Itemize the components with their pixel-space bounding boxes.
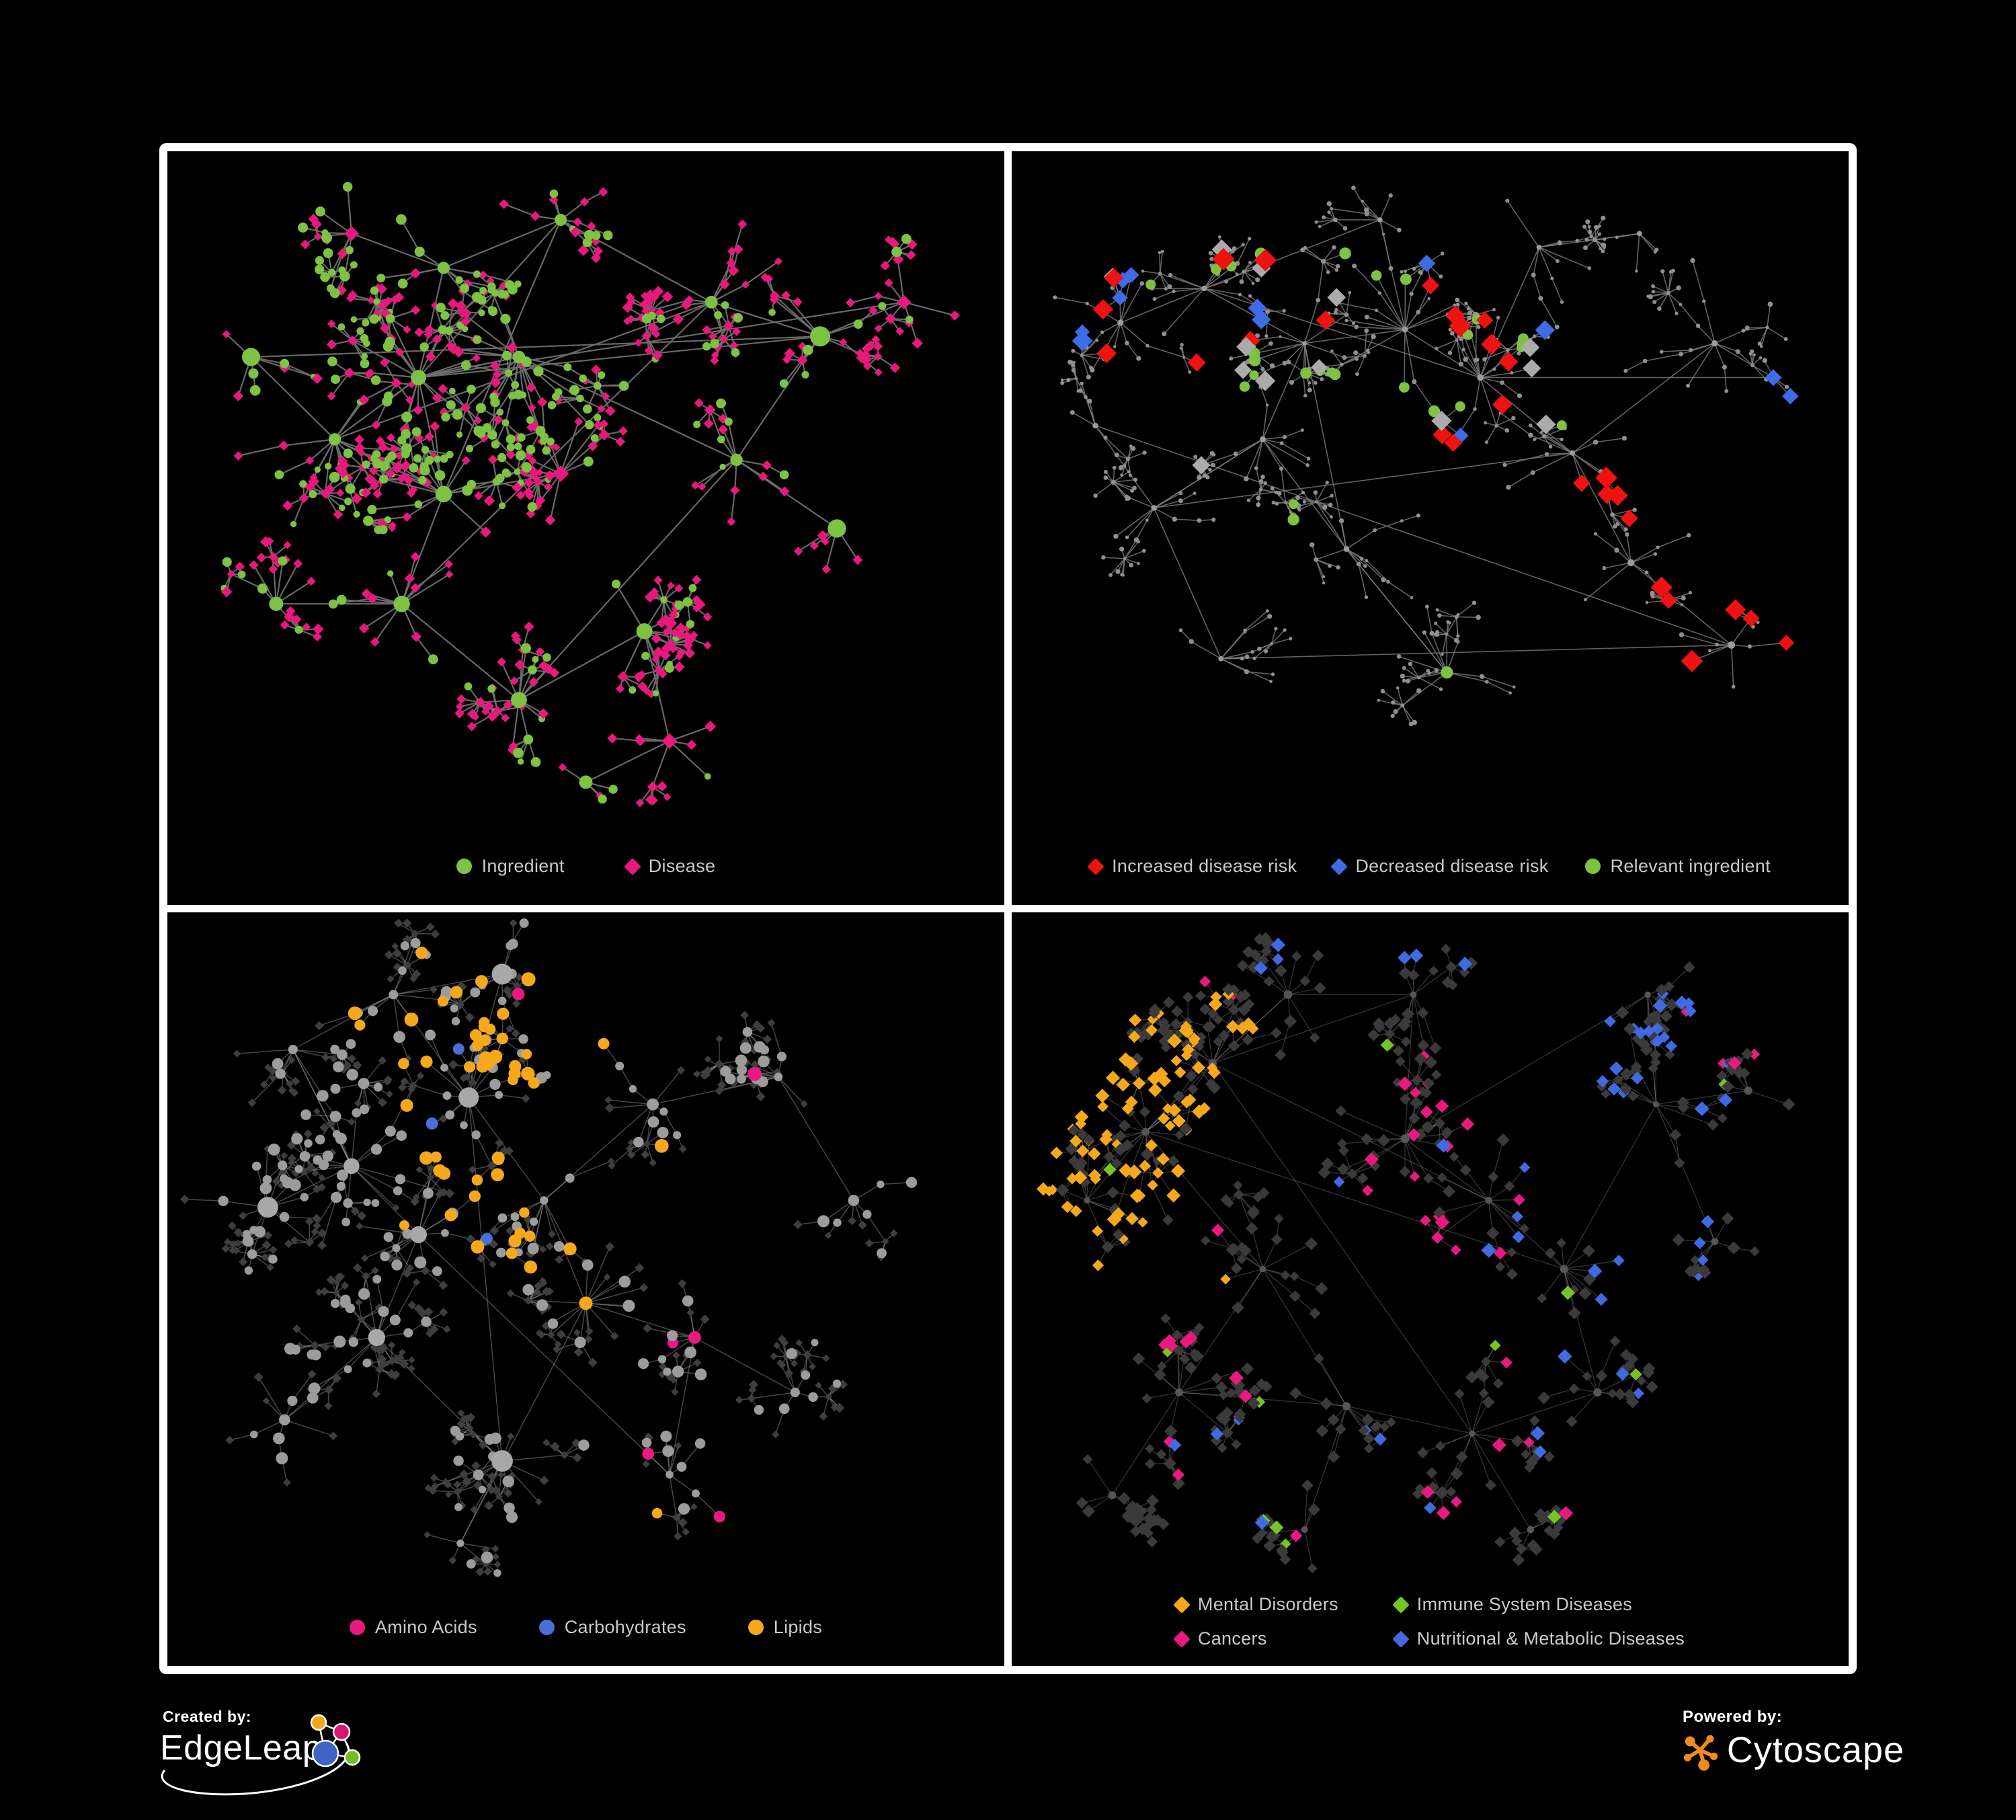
disease-categories-legend: Mental Disorders Immune System Diseases Ca… bbox=[1012, 1594, 1849, 1649]
panel-ingredient-disease: Ingredient Disease bbox=[167, 151, 1004, 905]
legend-label: Amino Acids bbox=[374, 1617, 477, 1637]
legend-label: Decreased disease risk bbox=[1355, 856, 1549, 876]
disease-categories-network bbox=[1037, 932, 1796, 1574]
diamond-swatch bbox=[1087, 857, 1104, 875]
edgeleap-wordmark: EdgeLeap bbox=[160, 1729, 323, 1768]
cytoscape-branding: Powered by: Cytoscape bbox=[1683, 1708, 1904, 1795]
edgeleap-logo-icon bbox=[310, 1714, 361, 1768]
legend-item-disease: Disease bbox=[623, 856, 716, 877]
cytoscape-logo-icon bbox=[1683, 1735, 1718, 1771]
legend-item-lipids: Lipids bbox=[748, 1617, 822, 1638]
disease-risk-network bbox=[1053, 186, 1799, 727]
legend-label: Nutritional & Metabolic Diseases bbox=[1416, 1628, 1685, 1649]
powered-by-label: Powered by: bbox=[1683, 1708, 1783, 1726]
circle-swatch bbox=[538, 1620, 555, 1635]
legend-label: Lipids bbox=[773, 1617, 823, 1637]
diamond-swatch bbox=[1392, 1595, 1410, 1614]
legend-label: Carbohydrates bbox=[564, 1617, 686, 1637]
legend-label: Ingredient bbox=[481, 856, 565, 876]
legend-item-carbohydrates: Carbohydrates bbox=[538, 1617, 686, 1638]
circle-swatch bbox=[456, 859, 472, 874]
created-by-label: Created by: bbox=[163, 1708, 252, 1725]
legend-item-amino-acids: Amino Acids bbox=[349, 1617, 477, 1638]
panel-macronutrient-classes: Amino Acids Carbohydrates Lipids bbox=[167, 912, 1004, 1666]
circle-swatch bbox=[1584, 859, 1601, 874]
cytoscape-wordmark: Cytoscape bbox=[1726, 1730, 1904, 1770]
circle-swatch bbox=[349, 1620, 365, 1635]
legend-item-nutritional-metabolic-diseases: Nutritional & Metabolic Diseases bbox=[1392, 1628, 1685, 1649]
circle-swatch bbox=[748, 1620, 764, 1635]
legend-item-relevant-ingredient: Relevant ingredient bbox=[1584, 856, 1771, 877]
panel-disease-risk: Increased disease risk Decreased disease … bbox=[1012, 151, 1849, 905]
diamond-swatch bbox=[1330, 857, 1348, 875]
disease-risk-legend: Increased disease risk Decreased disease … bbox=[1012, 856, 1849, 877]
diamond-swatch bbox=[1392, 1630, 1410, 1648]
diamond-swatch bbox=[1173, 1595, 1191, 1614]
legend-label: Mental Disorders bbox=[1197, 1594, 1338, 1614]
legend-item-increased-disease-risk: Increased disease risk bbox=[1087, 856, 1297, 877]
legend-item-immune-system-diseases: Immune System Diseases bbox=[1392, 1594, 1632, 1615]
legend-label: Relevant ingredient bbox=[1610, 856, 1771, 876]
legend-label: Cancers bbox=[1197, 1628, 1267, 1649]
ingredient-disease-legend: Ingredient Disease bbox=[167, 856, 1004, 877]
diamond-swatch bbox=[623, 857, 641, 875]
legend-label: Immune System Diseases bbox=[1416, 1594, 1632, 1614]
ingredient-disease-network bbox=[220, 182, 960, 807]
legend-item-decreased-disease-risk: Decreased disease risk bbox=[1330, 856, 1549, 877]
legend-label: Disease bbox=[648, 856, 716, 876]
panel-disease-categories: Mental Disorders Immune System Diseases Ca… bbox=[1012, 912, 1849, 1666]
diamond-swatch bbox=[1173, 1630, 1191, 1648]
figure-board: Ingredient Disease Increased disease risk… bbox=[159, 143, 1857, 1674]
legend-item-cancers: Cancers bbox=[1173, 1628, 1267, 1649]
macronutrient-network bbox=[179, 918, 918, 1577]
legend-item-mental-disorders: Mental Disorders bbox=[1173, 1594, 1338, 1615]
edgeleap-branding: Created by: EdgeLeap bbox=[160, 1708, 382, 1802]
legend-label: Increased disease risk bbox=[1112, 856, 1297, 876]
macronutrient-legend: Amino Acids Carbohydrates Lipids bbox=[167, 1617, 1004, 1638]
legend-item-ingredient: Ingredient bbox=[456, 856, 565, 877]
